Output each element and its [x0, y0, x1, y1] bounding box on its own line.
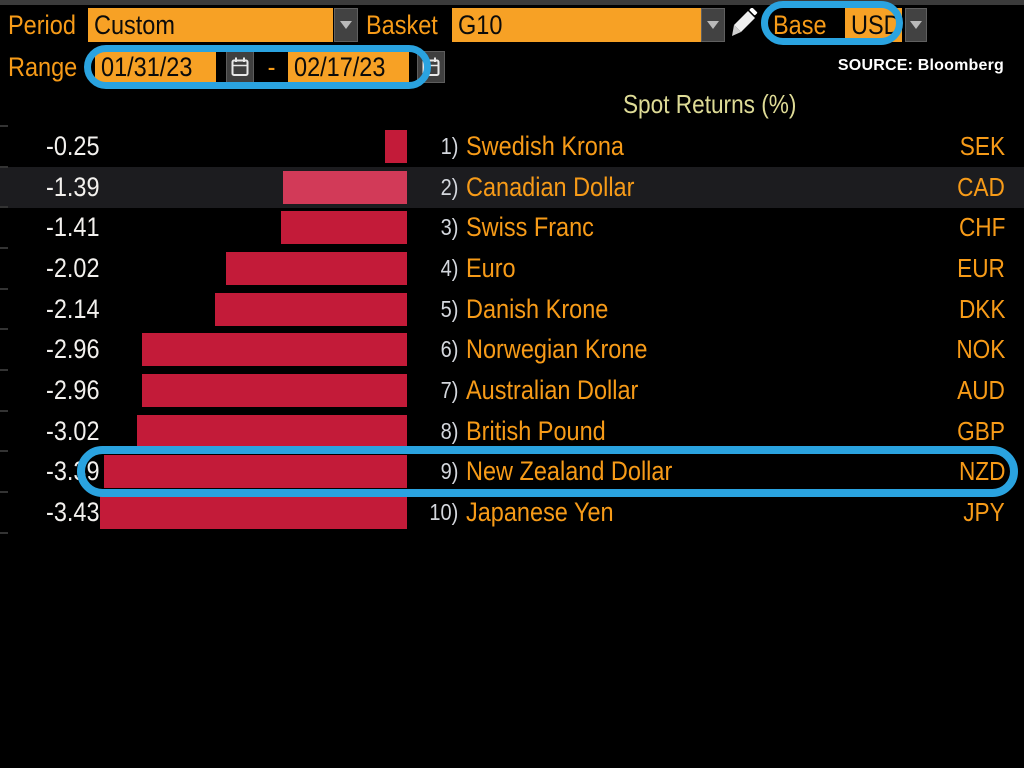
- row-separator-tick: [0, 410, 8, 412]
- chevron-down-icon: [707, 21, 719, 29]
- row-value: -1.41: [46, 212, 100, 242]
- row-name: British Pound: [466, 416, 606, 446]
- chart-row[interactable]: -2.96 6) Norwegian Krone NOK: [0, 329, 1024, 370]
- edit-pencil-icon[interactable]: [729, 7, 759, 42]
- row-separator-tick: [0, 166, 8, 168]
- row-code: SEK: [959, 131, 1005, 161]
- row-rank: 1): [440, 133, 458, 159]
- range-end-input[interactable]: 02/17/23: [288, 50, 409, 84]
- return-bar: [104, 455, 407, 488]
- row-separator-tick: [0, 450, 8, 452]
- return-bar: [385, 130, 407, 163]
- row-value: -3.02: [46, 416, 100, 446]
- row-code: CAD: [957, 172, 1005, 202]
- row-value: -2.14: [46, 294, 100, 324]
- period-dropdown-button[interactable]: [334, 8, 358, 42]
- row-rank: 5): [440, 296, 458, 322]
- return-bar: [100, 496, 407, 529]
- source-note: SOURCE: Bloomberg: [837, 57, 1004, 74]
- row-rank: 3): [440, 214, 458, 240]
- chart-row[interactable]: -3.39 9) New Zealand Dollar NZD: [0, 451, 1024, 492]
- base-label: Base: [773, 10, 827, 40]
- row-name: Canadian Dollar: [466, 172, 635, 202]
- chevron-down-icon: [340, 21, 352, 29]
- basket-dropdown-button[interactable]: [701, 8, 725, 42]
- row-rank: 6): [440, 336, 458, 362]
- row-value: -3.43: [46, 497, 100, 527]
- row-rank: 4): [440, 255, 458, 281]
- row-value: -2.02: [46, 253, 100, 283]
- row-rank: 8): [440, 418, 458, 444]
- chart-row[interactable]: -0.25 1) Swedish Krona SEK: [0, 126, 1024, 167]
- period-select[interactable]: Custom: [88, 8, 333, 42]
- calendar-icon: [422, 57, 440, 76]
- return-bar: [226, 252, 407, 285]
- row-separator-tick: [0, 328, 8, 330]
- row-name: Swedish Krona: [466, 131, 625, 161]
- row-separator-tick: [0, 491, 8, 493]
- return-bar: [283, 171, 407, 204]
- range-end-calendar-button[interactable]: [417, 51, 445, 83]
- base-dropdown-button[interactable]: [905, 8, 927, 42]
- row-value: -2.96: [46, 334, 100, 364]
- row-code: DKK: [958, 294, 1005, 324]
- chart-row[interactable]: -3.43 10) Japanese Yen JPY: [0, 492, 1024, 533]
- row-rank: 10): [429, 499, 458, 525]
- row-rank: 9): [440, 458, 458, 484]
- chart-title: Spot Returns (%): [623, 89, 797, 119]
- chart-row[interactable]: -2.14 5) Danish Krone DKK: [0, 289, 1024, 330]
- row-code: NZD: [958, 456, 1005, 486]
- row-name: Swiss Franc: [466, 212, 594, 242]
- row-name: Australian Dollar: [466, 375, 639, 405]
- range-label: Range: [8, 52, 78, 82]
- row-value: -1.39: [46, 172, 100, 202]
- range-start-calendar-button[interactable]: [226, 51, 254, 83]
- basket-select[interactable]: G10: [452, 8, 701, 42]
- row-separator-tick: [0, 369, 8, 371]
- basket-label: Basket: [366, 10, 438, 40]
- row-separator-tick: [0, 532, 8, 534]
- chart-row[interactable]: -1.41 3) Swiss Franc CHF: [0, 207, 1024, 248]
- range-separator: -: [267, 52, 275, 82]
- row-value: -0.25: [46, 131, 100, 161]
- return-bar: [281, 211, 407, 244]
- row-rank: 2): [440, 174, 458, 200]
- chart-row[interactable]: -3.02 8) British Pound GBP: [0, 411, 1024, 452]
- row-name: Japanese Yen: [466, 497, 614, 527]
- range-start-input[interactable]: 01/31/23: [95, 50, 216, 84]
- row-code: AUD: [957, 375, 1005, 405]
- row-name: Norwegian Krone: [466, 334, 648, 364]
- row-separator-tick: [0, 206, 8, 208]
- row-value: -3.39: [46, 456, 100, 486]
- return-bar: [215, 293, 407, 326]
- row-code: CHF: [958, 212, 1005, 242]
- row-separator-tick: [0, 125, 8, 127]
- chart-row[interactable]: -2.02 4) Euro EUR: [0, 248, 1024, 289]
- return-bar: [142, 333, 407, 366]
- calendar-icon: [231, 57, 249, 76]
- chart-rows: -0.25 1) Swedish Krona SEK -1.39 2) Cana…: [0, 126, 1024, 533]
- row-code: NOK: [955, 334, 1005, 364]
- chevron-down-icon: [910, 21, 922, 29]
- return-bar: [137, 415, 407, 448]
- chart-row[interactable]: -1.39 2) Canadian Dollar CAD: [0, 167, 1024, 208]
- row-name: New Zealand Dollar: [466, 456, 673, 486]
- return-bar: [142, 374, 407, 407]
- row-value: -2.96: [46, 375, 100, 405]
- row-name: Danish Krone: [466, 294, 609, 324]
- row-code: EUR: [957, 253, 1005, 283]
- row-rank: 7): [440, 377, 458, 403]
- top-window-strip: [0, 0, 1024, 5]
- row-name: Euro: [466, 253, 516, 283]
- row-code: GBP: [957, 416, 1005, 446]
- chart-row[interactable]: -2.96 7) Australian Dollar AUD: [0, 370, 1024, 411]
- base-select[interactable]: USD: [845, 8, 902, 42]
- row-separator-tick: [0, 247, 8, 249]
- period-label: Period: [8, 10, 76, 40]
- row-separator-tick: [0, 288, 8, 290]
- row-code: JPY: [963, 497, 1005, 527]
